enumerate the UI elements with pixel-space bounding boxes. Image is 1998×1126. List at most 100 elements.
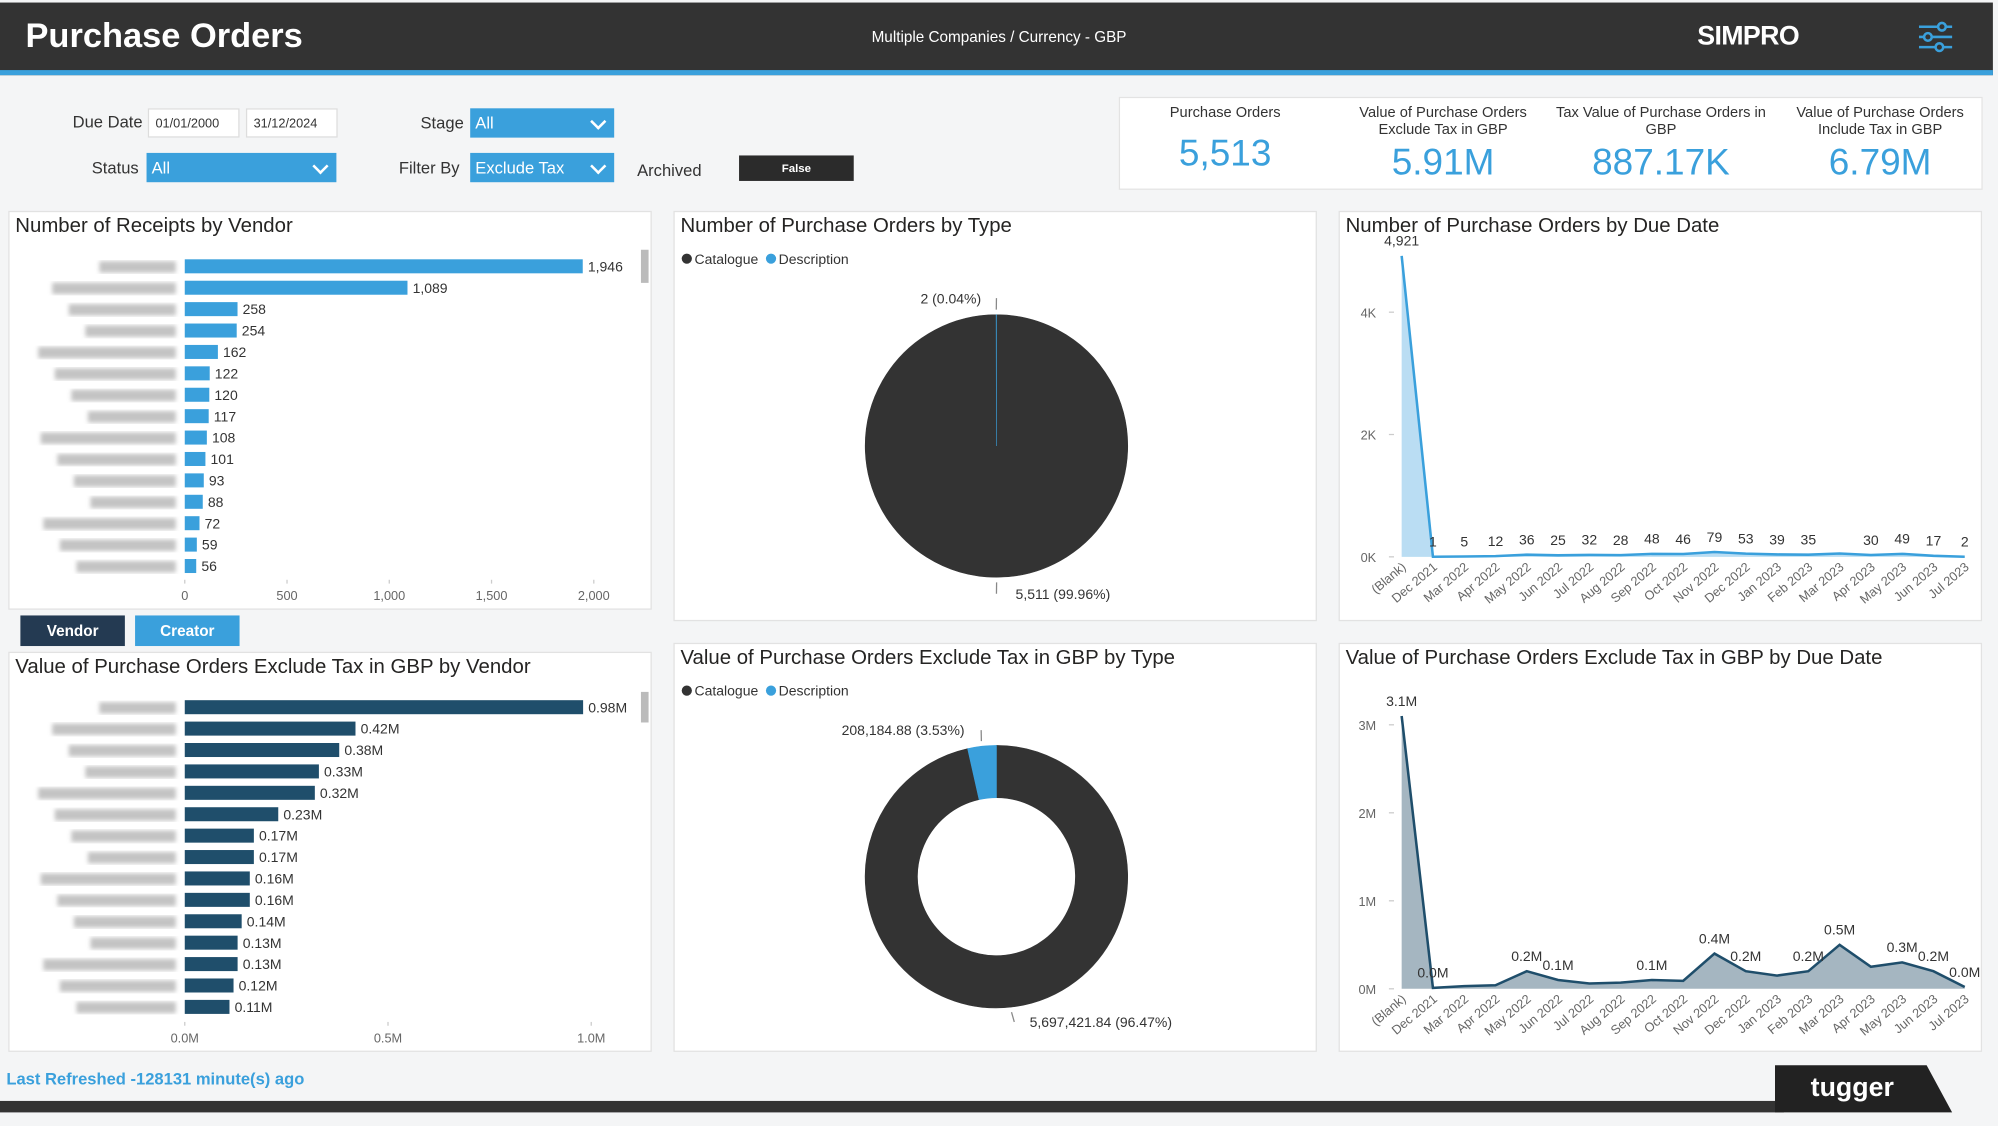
bar [184, 473, 204, 488]
kpi-label: Value of Purchase Orders Exclude Tax in … [1359, 105, 1527, 138]
dropdown[interactable]: Exclude Tax [470, 152, 615, 183]
bar [184, 494, 203, 509]
bar [184, 828, 254, 843]
data-label: 0.1M [1636, 957, 1667, 973]
data-label: 0.4M [1699, 930, 1730, 946]
data-label: 0.13M [243, 935, 282, 951]
blurred-label [40, 432, 176, 444]
bar [184, 785, 315, 800]
kpi-value: 887.17K [1592, 142, 1730, 184]
data-label: 101 [211, 451, 235, 467]
blurred-label [87, 411, 176, 423]
bar [184, 743, 340, 758]
y-tick-label: 4K [1361, 305, 1377, 320]
bar [184, 280, 408, 295]
data-label: 0.0M [1949, 964, 1980, 980]
x-tick-label: 500 [276, 588, 297, 603]
bar [184, 807, 279, 822]
x-tick-label: 0.5M [374, 1030, 402, 1045]
data-label: 258 [243, 301, 267, 317]
legend-entry: Catalogue [694, 683, 758, 699]
data-label: 79 [1707, 529, 1723, 545]
blurred-label [43, 518, 176, 530]
bar [184, 700, 584, 715]
data-label: 0.17M [259, 828, 298, 844]
blurred-label [76, 560, 176, 573]
panels [8, 210, 1983, 1052]
panel [1338, 642, 1983, 1052]
footer-bar [0, 1100, 1784, 1113]
scrollbar[interactable] [640, 249, 649, 283]
toggle-button[interactable]: Vendor [20, 615, 125, 647]
data-label: 0.16M [255, 871, 294, 887]
kpi-label: Value of Purchase Orders Include Tax in … [1796, 105, 1964, 138]
dropdown[interactable]: All [146, 152, 337, 183]
bar [184, 366, 210, 381]
blurred-label [90, 937, 176, 950]
blurred-label [38, 346, 176, 359]
y-tick-label: 2K [1361, 428, 1377, 443]
data-label: 0.3M [1887, 939, 1918, 955]
line [1400, 255, 1965, 559]
data-label: 49 [1894, 531, 1910, 547]
brand-badge [1775, 1065, 1953, 1113]
blurred-label [73, 916, 176, 928]
legend-marker [765, 253, 777, 264]
bar [184, 344, 218, 359]
legend-entry: Description [779, 251, 849, 267]
refresh-note: Last Refreshed -128131 minute(s) ago [6, 1069, 304, 1088]
kpi-label: Tax Value of Purchase Orders in GBP [1556, 105, 1766, 138]
data-label: 72 [205, 515, 221, 531]
line [1400, 715, 1966, 990]
data-label: 0.2M [1918, 948, 1949, 964]
toggle-button[interactable]: Creator [135, 615, 240, 647]
date-input[interactable]: 01/01/2000 [147, 108, 240, 138]
x-tick-label: 1,000 [373, 588, 405, 603]
header-bar: Purchase Orders Multiple Companies / Cur… [0, 2, 1993, 76]
legend-entry: Catalogue [694, 251, 758, 267]
data-label: 48 [1644, 531, 1660, 547]
bar [184, 387, 210, 402]
data-label: 17 [1926, 533, 1942, 549]
legend-entry: Description [779, 683, 849, 699]
bar [184, 764, 319, 779]
scrollbar[interactable] [640, 691, 649, 723]
toggle[interactable]: False [739, 155, 854, 181]
data-label: 5 [1460, 533, 1468, 549]
data-label: 0.16M [255, 892, 294, 908]
blurred-label [52, 723, 176, 735]
blurred-label [59, 539, 176, 551]
blurred-label [57, 453, 176, 466]
data-label: 59 [202, 537, 218, 553]
data-label: 0.23M [283, 806, 322, 822]
bar [184, 259, 583, 274]
slice [967, 745, 997, 800]
x-tick-label: 2,000 [578, 588, 610, 603]
date-input[interactable]: 31/12/2024 [245, 108, 338, 138]
blurred-label [57, 894, 176, 907]
bar [184, 871, 250, 886]
chart-title: Number of Receipts by Vendor [15, 215, 293, 237]
data-label: 88 [208, 494, 224, 510]
data-label: 162 [223, 344, 247, 360]
dropdown[interactable]: All [470, 108, 615, 138]
leader-line [1010, 1012, 1015, 1023]
kpi-value: 6.79M [1828, 142, 1932, 184]
data-label: 0.12M [239, 978, 278, 994]
data-label: 35 [1801, 532, 1817, 548]
y-tick-label: 2M [1358, 806, 1376, 821]
data-label: 5,511 (99.96%) [1016, 586, 1111, 602]
blurred-label [85, 766, 176, 778]
y-tick-label: 1M [1358, 894, 1376, 909]
kpi-label: Purchase Orders [1169, 105, 1281, 122]
bar [184, 516, 200, 531]
data-label: 39 [1769, 531, 1785, 547]
data-label: 0.33M [324, 764, 363, 780]
bar [184, 999, 230, 1014]
filter-label: Archived [637, 160, 702, 180]
kpi-card: Purchase Orders 5,513 Value of Purchase … [1118, 96, 1983, 190]
settings-icon[interactable] [1916, 20, 1954, 53]
bar [184, 978, 234, 993]
data-label: 28 [1613, 532, 1629, 548]
